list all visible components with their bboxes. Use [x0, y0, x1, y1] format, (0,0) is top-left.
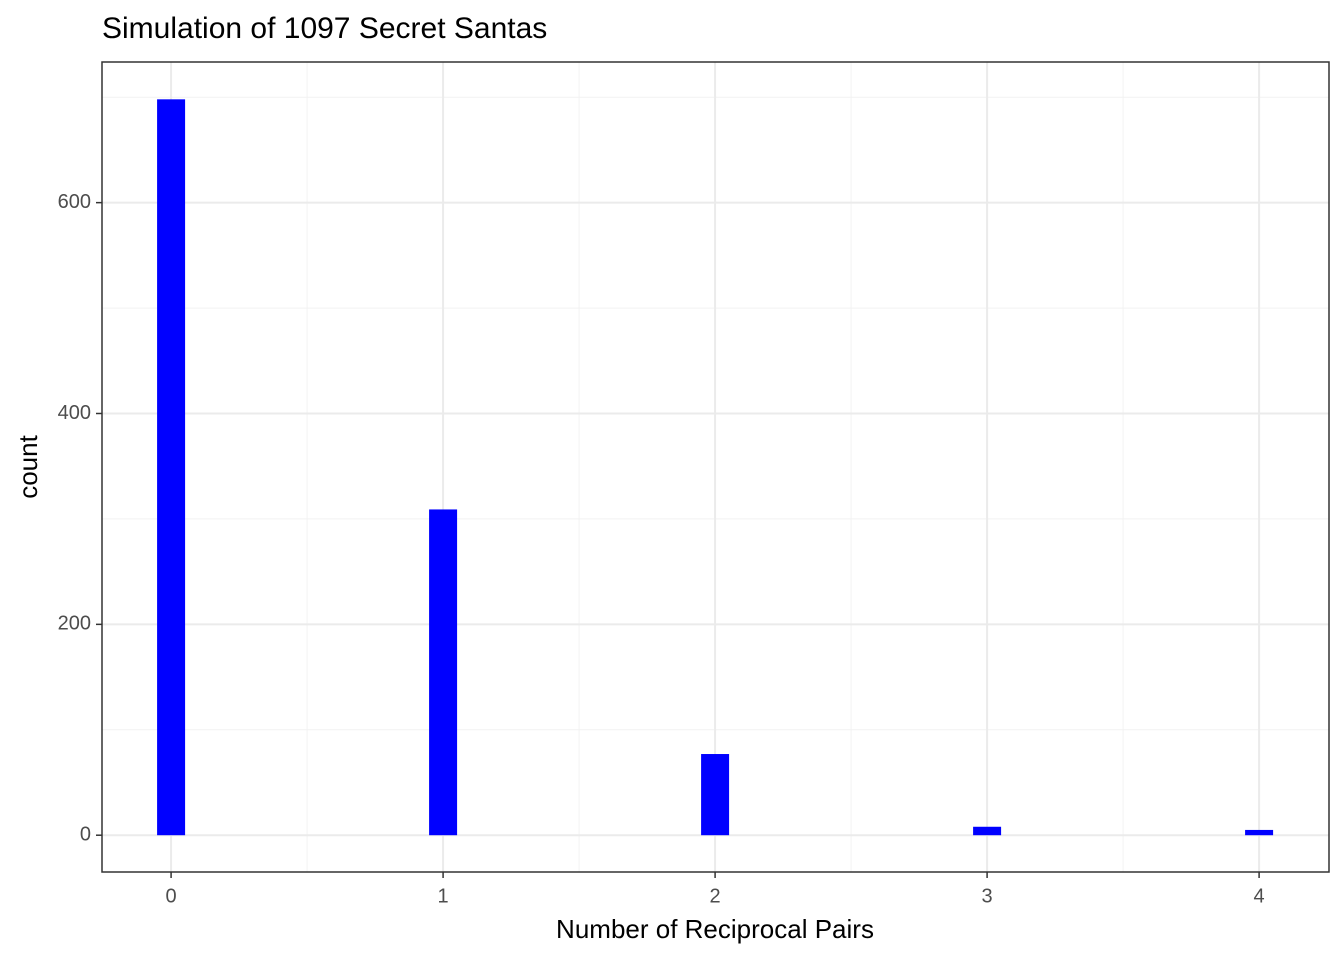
y-tick-label: 600	[58, 191, 91, 213]
x-tick-label: 2	[710, 885, 721, 907]
bar	[973, 826, 1002, 836]
bar	[429, 509, 458, 836]
x-tick-label: 0	[166, 885, 177, 907]
x-axis-title: Number of Reciprocal Pairs	[556, 914, 874, 944]
x-tick-label: 3	[982, 885, 993, 907]
bar	[701, 754, 730, 836]
x-tick-label: 1	[438, 885, 449, 907]
y-tick-label: 400	[58, 402, 91, 424]
chart-title: Simulation of 1097 Secret Santas	[102, 12, 547, 45]
bar	[1245, 829, 1274, 836]
x-tick-label: 4	[1254, 885, 1265, 907]
panel-border	[101, 61, 1330, 873]
y-tick-label: 200	[58, 613, 91, 635]
bar	[157, 99, 186, 836]
y-axis-title: count	[13, 434, 43, 498]
y-tick-label: 0	[80, 823, 91, 845]
